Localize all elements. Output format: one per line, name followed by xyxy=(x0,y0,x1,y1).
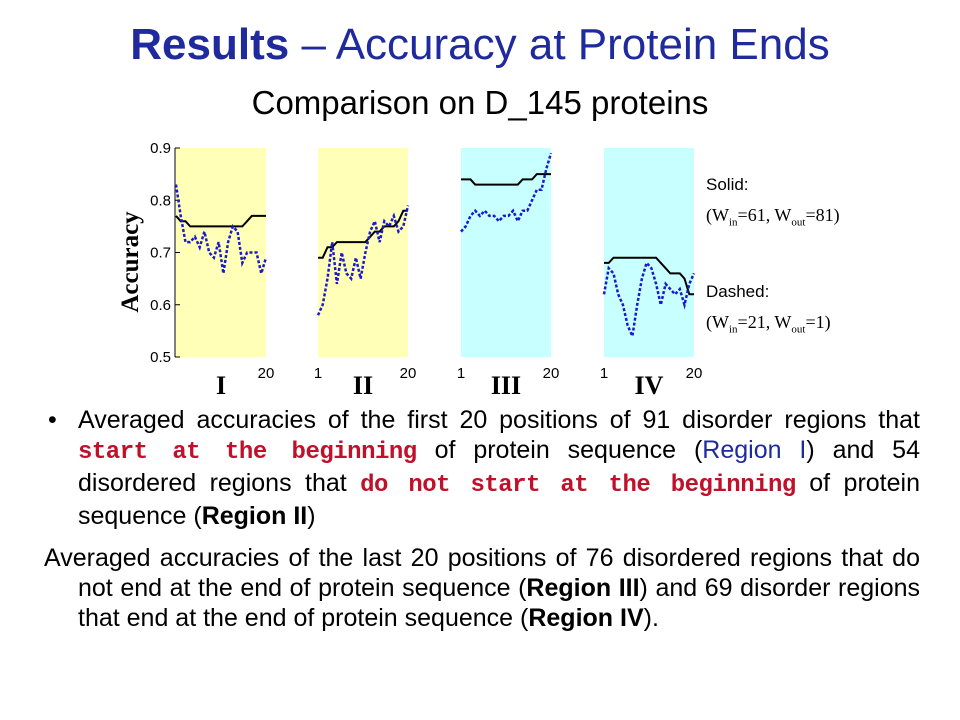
region-IV-background xyxy=(604,148,694,357)
p2-text-2: ) and 69 disorder regions that end at th… xyxy=(78,574,920,632)
legend-solid-out-sub: out xyxy=(791,216,806,229)
bullet-1-text: Averaged accuracies of the first 20 posi… xyxy=(78,405,920,531)
region-III-tick-start: 1 xyxy=(457,365,465,382)
y-axis-label: Accuracy xyxy=(117,211,144,313)
region-III-background xyxy=(461,148,551,357)
y-tick-label-0.6: 0.6 xyxy=(150,297,171,314)
legend-solid-in-val: =61, W xyxy=(737,205,792,225)
legend-dashed-params: (Win=21, Wout=1) xyxy=(706,312,956,336)
body-text: • Averaged accuracies of the first 20 po… xyxy=(44,405,920,633)
p1-highlight-start: start at the beginning xyxy=(78,439,417,466)
title-rest: – Accuracy at Protein Ends xyxy=(289,20,830,69)
y-tick-label-0.5: 0.5 xyxy=(150,349,171,366)
slide-subtitle: Comparison on D_145 proteins xyxy=(251,84,709,121)
region-II-background xyxy=(318,148,408,357)
legend-dashed-w: (W xyxy=(706,312,729,332)
region-III-label: III xyxy=(491,371,521,400)
y-tick-label-0.9: 0.9 xyxy=(150,140,171,157)
y-tick-label-0.8: 0.8 xyxy=(150,192,171,209)
title-bold: Results xyxy=(130,20,290,69)
bullet-region-i-ii: • Averaged accuracies of the first 20 po… xyxy=(44,405,920,531)
region-III-tick-end: 20 xyxy=(543,365,560,382)
p1-highlight-not-start: do not start at the beginning xyxy=(360,472,796,499)
region-III-dashed-line xyxy=(460,152,553,233)
slide-title: Results – Accuracy at Protein Ends xyxy=(0,20,960,70)
y-tick-label-0.7: 0.7 xyxy=(150,245,171,262)
legend-dashed-out-sub: out xyxy=(791,323,806,336)
region-II-tick-end: 20 xyxy=(400,365,417,382)
region-I-solid-line xyxy=(175,214,266,228)
legend-solid-params: (Win=61, Wout=81) xyxy=(706,205,956,229)
legend-dashed-in-sub: in xyxy=(728,323,738,336)
p2-region-iii: Region III xyxy=(526,574,640,602)
p2-text-3: ). xyxy=(643,604,659,632)
region-II-solid-line xyxy=(318,209,408,259)
region-I-dashed-line xyxy=(174,184,268,279)
region-IV-solid-line xyxy=(604,256,694,296)
p2-text-1: Averaged accuracies of the last 20 posit… xyxy=(44,544,920,602)
bullet-dot: • xyxy=(48,406,57,434)
accuracy-chart: 0.5 0.6 0.7 0.8 0.9 Accuracy 20 I 1 20 II 1 20 III 1 20… xyxy=(117,140,703,400)
legend-dashed: Dashed: (Win=21, Wout=1) xyxy=(706,282,956,336)
region-IV-tick-start: 1 xyxy=(600,365,608,382)
region-IV-label: IV xyxy=(635,371,664,400)
legend-solid-out-val: =81) xyxy=(805,205,840,225)
region-II-dashed-line xyxy=(316,205,410,316)
p1-text-1: Averaged accuracies of the first 20 posi… xyxy=(78,406,920,434)
legend-dashed-out-val: =1) xyxy=(805,312,831,332)
region-I-tick-end: 20 xyxy=(258,365,275,382)
legend-solid: Solid: (Win=61, Wout=81) xyxy=(706,175,956,229)
p1-region-ii: Region II xyxy=(201,502,308,530)
region-I-label: I xyxy=(216,371,226,400)
paragraph-region-iii-iv: Averaged accuracies of the last 20 posit… xyxy=(44,543,920,633)
p1-text-4: of protein sequence ( xyxy=(78,469,920,530)
region-I-background xyxy=(176,148,266,357)
legend-solid-label: Solid: xyxy=(706,175,749,194)
legend-solid-w: (W xyxy=(706,205,729,225)
region-III-solid-line xyxy=(461,173,551,186)
p1-text-2: of protein sequence ( xyxy=(416,436,703,464)
region-II-tick-start: 1 xyxy=(314,365,322,382)
legend-solid-in-sub: in xyxy=(728,216,738,229)
region-IV-dashed-line xyxy=(602,260,696,341)
p1-text-5: ) xyxy=(307,502,316,530)
region-II-label: II xyxy=(353,371,373,400)
p2-region-iv: Region IV xyxy=(528,604,644,632)
p1-text-3: ) and 54 disordered regions that xyxy=(78,436,920,497)
p1-region-i: Region I xyxy=(702,436,807,464)
region-IV-tick-end: 20 xyxy=(686,365,703,382)
legend-dashed-label: Dashed: xyxy=(706,282,770,301)
legend-dashed-in-val: =21, W xyxy=(737,312,792,332)
